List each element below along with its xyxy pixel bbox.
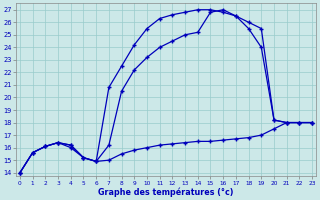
X-axis label: Graphe des températures (°c): Graphe des températures (°c): [98, 187, 234, 197]
